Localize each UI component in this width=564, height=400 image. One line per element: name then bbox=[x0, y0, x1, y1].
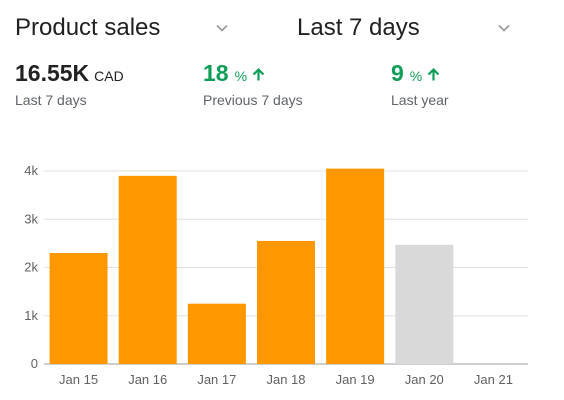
sales-bar-chart: 0 1k 2k 3k 4k Jan 15 Jan 16 Jan 17 Jan 18 Jan 19 J… bbox=[24, 163, 528, 387]
x-tick-label: Jan 18 bbox=[266, 372, 305, 387]
stat-vs-previous-period: 18 % Previous 7 days bbox=[203, 60, 303, 108]
x-tick-label: Jan 17 bbox=[197, 372, 236, 387]
arrow-up-icon bbox=[426, 67, 441, 82]
y-tick-label: 3k bbox=[24, 211, 38, 226]
date-range-dropdown[interactable]: Last 7 days bbox=[297, 10, 512, 46]
stat-caption: Previous 7 days bbox=[203, 92, 303, 108]
x-tick-label: Jan 19 bbox=[336, 372, 375, 387]
total-sales-value: 16.55K bbox=[15, 60, 90, 86]
metric-dropdown-label: Product sales bbox=[15, 14, 161, 41]
chevron-down-icon bbox=[214, 20, 230, 36]
currency-label: CAD bbox=[94, 68, 124, 84]
bar-jan-18[interactable] bbox=[257, 240, 315, 364]
y-tick-label: 1k bbox=[24, 308, 38, 323]
percent-label: % bbox=[234, 68, 248, 84]
bar-jan-16[interactable] bbox=[118, 175, 177, 364]
y-tick-label: 4k bbox=[24, 163, 38, 178]
percent-label: % bbox=[409, 68, 423, 84]
bar-jan-17[interactable] bbox=[187, 303, 246, 364]
x-tick-label: Jan 21 bbox=[474, 372, 513, 387]
bar-jan-20[interactable] bbox=[395, 244, 454, 364]
stat-caption: Last year bbox=[391, 92, 449, 108]
y-tick-label: 0 bbox=[31, 356, 38, 371]
bar-jan-19[interactable] bbox=[326, 168, 385, 364]
y-tick-label: 2k bbox=[24, 260, 38, 275]
stat-total-sales: 16.55K CAD Last 7 days bbox=[15, 60, 124, 108]
x-tick-label: Jan 20 bbox=[405, 372, 444, 387]
change-value: 18 bbox=[203, 60, 229, 86]
x-tick-label: Jan 15 bbox=[59, 372, 98, 387]
arrow-up-icon bbox=[251, 67, 266, 82]
metric-dropdown[interactable]: Product sales bbox=[15, 10, 230, 46]
date-range-dropdown-label: Last 7 days bbox=[297, 14, 420, 41]
stat-vs-last-year: 9 % Last year bbox=[391, 60, 449, 108]
chevron-down-icon bbox=[496, 20, 512, 36]
change-value: 9 bbox=[391, 60, 404, 86]
stat-caption: Last 7 days bbox=[15, 92, 87, 108]
bar-jan-15[interactable] bbox=[49, 253, 108, 364]
x-tick-label: Jan 16 bbox=[128, 372, 167, 387]
